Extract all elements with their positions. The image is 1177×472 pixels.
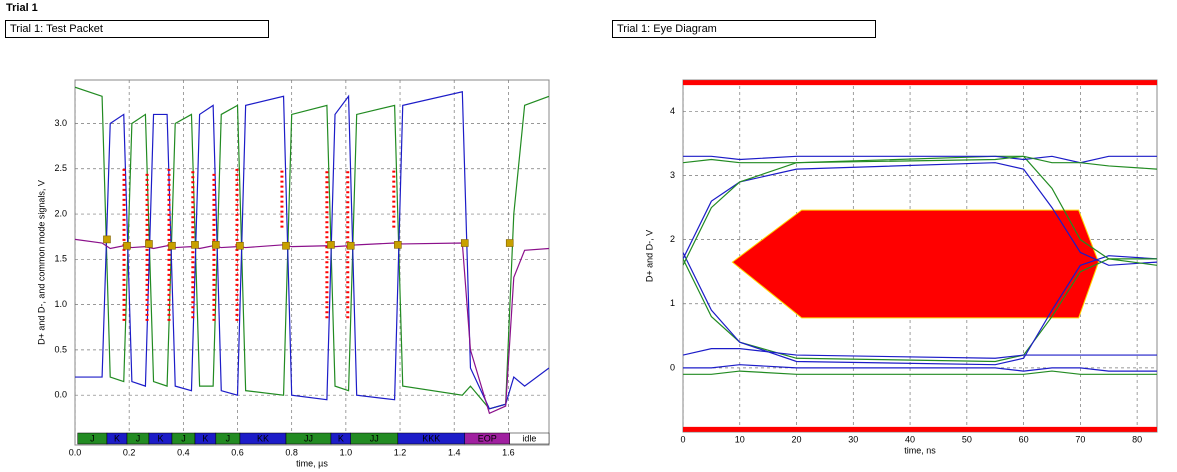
crossing-marker [103,235,111,244]
y-tick-label: 1.5 [54,254,67,264]
crossing-marker [212,241,220,249]
plot-area [74,79,550,446]
bus-segment-label: J [181,433,186,443]
x-tick-label: 60 [1019,434,1029,444]
x-tick-label: 0.2 [123,447,136,457]
crossing-marker [394,241,402,249]
crossing-marker [346,241,355,250]
x-axis-label: time, µs [296,458,328,468]
trace [683,258,1157,363]
x-tick-label: 10 [735,434,745,444]
bus-segment-label: JJ [370,433,379,443]
y-tick-label: 0.0 [54,390,67,400]
page-title: Trial 1 [6,2,38,14]
panel-header: Trial 1: Eye Diagram [612,20,876,38]
trace [75,91,549,410]
x-tick-label: 1.0 [340,447,353,457]
trace [683,364,1157,372]
x-tick-label: 0.4 [177,447,190,457]
trace [75,238,549,415]
y-tick-label: 2 [670,234,675,244]
eye-mask [731,209,1100,319]
trace [683,348,1157,359]
x-tick-label: 1.2 [394,447,407,457]
crossing-marker [282,241,290,250]
y-tick-label: 1 [670,298,675,308]
y-axis-label: D+ and D-, V [644,230,654,282]
bus-segment-label: K [114,433,120,443]
bus-segment-label: J [90,433,95,443]
x-tick-label: 30 [848,434,858,444]
bus-segment-label: J [136,433,141,443]
x-tick-label: 0 [680,434,685,444]
trace [683,155,1157,170]
x-axis-label: time, ns [904,445,936,455]
crossing-marker [191,241,199,249]
y-tick-label: 0 [670,362,675,372]
y-tick-label: 0.5 [54,344,67,354]
y-tick-label: 2.0 [54,208,67,218]
panel-header: Trial 1: Test Packet [5,20,269,38]
crossing-marker [123,241,131,250]
trace [683,162,1157,266]
x-tick-label: 1.6 [502,447,515,457]
y-tick-label: 4 [670,106,675,116]
crossing-marker [505,239,514,247]
x-tick-label: 50 [962,434,972,444]
y-tick-label: 3.0 [54,118,67,128]
crossing-marker [145,240,153,248]
bus-segment-label: KKK [422,433,440,443]
bus-segment-label: K [338,433,344,443]
bus-segment-label: EOP [478,433,497,443]
crossing-marker [236,241,244,250]
plot-layer [683,80,1157,432]
x-tick-label: 80 [1132,434,1142,444]
bus-segment-label: J [226,433,231,443]
x-tick-label: 40 [905,434,915,444]
trace [75,86,549,410]
trace [683,370,1157,375]
trace [683,155,1157,266]
y-axis-label: D+ and D-, and common mode signals, V [36,180,46,345]
bus-segment-label: idle [522,433,536,443]
bus-segment-label: JJ [304,433,313,443]
x-tick-label: 0.6 [231,447,244,457]
y-tick-label: 3 [670,170,675,180]
bus-segment-label: K [202,433,208,443]
trace [683,252,1157,366]
bus-segment [509,432,550,445]
crossing-marker [168,241,176,250]
x-tick-label: 70 [1075,434,1085,444]
y-tick-label: 2.5 [54,163,67,173]
x-tick-label: 1.4 [448,447,461,457]
x-tick-label: 0.0 [69,447,82,457]
y-tick-label: 1.0 [54,299,67,309]
bus-segment-label: K [157,433,163,443]
crossing-marker [460,239,469,247]
crossing-marker [327,241,335,249]
x-tick-label: 20 [792,434,802,444]
x-tick-label: 0.8 [285,447,298,457]
bus-segment-label: KK [257,433,269,443]
plot-layer [75,80,549,445]
